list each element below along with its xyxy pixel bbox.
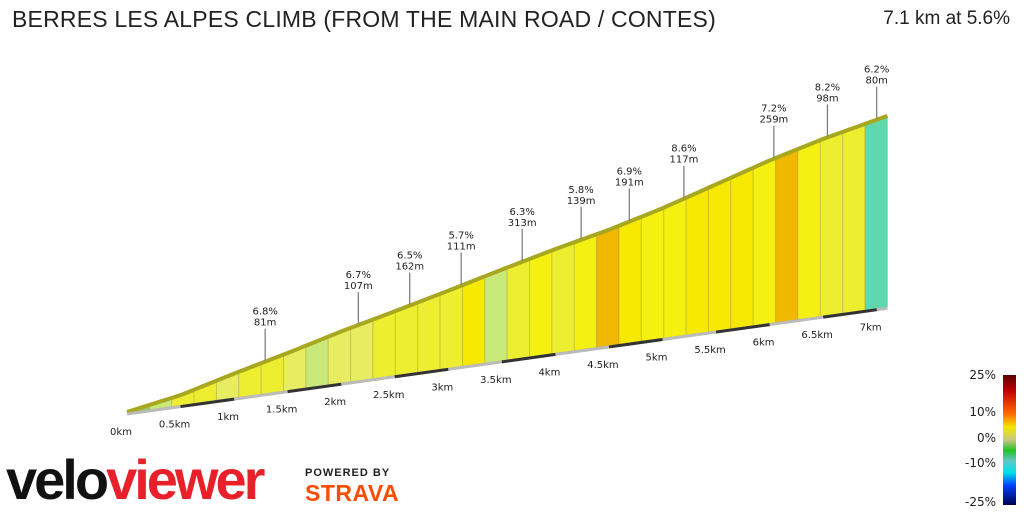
annotation-grade: 6.8%	[252, 307, 277, 318]
annotation-length: 98m	[816, 93, 838, 104]
annotation-length: 139m	[567, 196, 596, 207]
profile-segment	[618, 217, 642, 346]
legend-label: 25%	[969, 368, 996, 382]
profile-segment	[417, 294, 441, 374]
annotation-length: 313m	[508, 218, 537, 229]
profile-segment	[372, 311, 396, 380]
profile-segment	[394, 302, 419, 377]
gradient-legend-bar	[1003, 375, 1016, 505]
distance-tick-label: 4.5km	[587, 360, 618, 371]
distance-tick-label: 6.5km	[801, 330, 832, 341]
annotation-length: 80m	[865, 76, 887, 87]
annotation-grade: 6.9%	[617, 167, 642, 178]
profile-segment	[685, 187, 709, 336]
legend-label: -10%	[965, 456, 996, 470]
profile-segment	[640, 207, 665, 343]
powered-by-label: POWERED BY	[305, 467, 391, 479]
profile-segment	[596, 226, 620, 349]
annotation-length: 162m	[395, 262, 424, 273]
annotation-length: 117m	[670, 155, 699, 166]
profile-segment	[819, 132, 844, 318]
distance-axis-dash	[822, 308, 877, 319]
distance-tick-label: 5km	[646, 353, 668, 364]
profile-segment	[439, 285, 463, 371]
profile-top-edge	[126, 113, 889, 414]
annotation-grade: 6.5%	[397, 251, 422, 262]
legend-label: 0%	[977, 431, 996, 445]
profile-segment	[775, 149, 799, 324]
profile-segment	[529, 250, 553, 358]
profile-segment	[663, 197, 687, 339]
profile-segment	[730, 167, 754, 330]
annotation-grade: 5.8%	[568, 185, 593, 196]
annotation-length: 191m	[615, 178, 644, 189]
annotation-grade: 7.2%	[761, 104, 786, 115]
distance-tick-label: 7km	[860, 323, 882, 334]
distance-tick-label: 6km	[753, 338, 775, 349]
distance-axis-dash	[608, 338, 663, 349]
profile-segment	[797, 140, 821, 321]
distance-axis-dash	[394, 367, 449, 379]
annotation-grade: 6.2%	[864, 65, 889, 76]
veloviewer-logo: veloviewer	[6, 448, 265, 511]
distance-tick-label: 3km	[431, 382, 453, 393]
distance-tick-label: 5.5km	[694, 345, 725, 356]
profile-segment	[484, 267, 508, 364]
annotation-grade: 8.6%	[671, 144, 696, 155]
profile-segment	[864, 116, 888, 311]
distance-tick-label: 2km	[324, 397, 346, 408]
distance-tick-label: 0km	[110, 427, 132, 438]
profile-segment	[461, 276, 486, 367]
profile-segment	[551, 242, 575, 355]
distance-tick-label: 3.5km	[480, 375, 511, 386]
profile-segment	[707, 177, 732, 333]
strava-logo: STRAVA	[305, 480, 400, 506]
annotation-length: 259m	[759, 115, 788, 126]
distance-axis-dash	[180, 397, 235, 409]
distance-tick-label: 4km	[538, 367, 560, 378]
legend-label: 10%	[969, 405, 996, 419]
distance-axis-dash	[501, 352, 556, 364]
climb-summary: 7.1 km at 5.6%	[883, 8, 1010, 29]
annotation-length: 111m	[447, 242, 476, 253]
annotation-length: 107m	[344, 281, 373, 292]
annotation-grade: 5.7%	[448, 231, 473, 242]
distance-tick-label: 2.5km	[373, 390, 404, 401]
climb-title: BERRES LES ALPES CLIMB (FROM THE MAIN RO…	[12, 6, 716, 32]
profile-segment	[752, 158, 777, 327]
profile-segment	[842, 124, 866, 315]
annotation-grade: 6.7%	[346, 270, 371, 281]
annotation-length: 81m	[254, 318, 276, 329]
distance-axis-dash	[715, 323, 770, 334]
annotation-grade: 6.3%	[509, 207, 534, 218]
distance-tick-label: 1km	[217, 412, 239, 423]
distance-tick-label: 1.5km	[266, 405, 297, 416]
profile-segment	[506, 259, 531, 361]
legend-label: -25%	[965, 495, 996, 509]
distance-axis-dash	[287, 382, 342, 394]
distance-tick-label: 0.5km	[159, 420, 190, 431]
profile-segment	[350, 319, 374, 383]
annotation-grade: 8.2%	[815, 82, 840, 93]
profile-segment	[573, 234, 598, 352]
